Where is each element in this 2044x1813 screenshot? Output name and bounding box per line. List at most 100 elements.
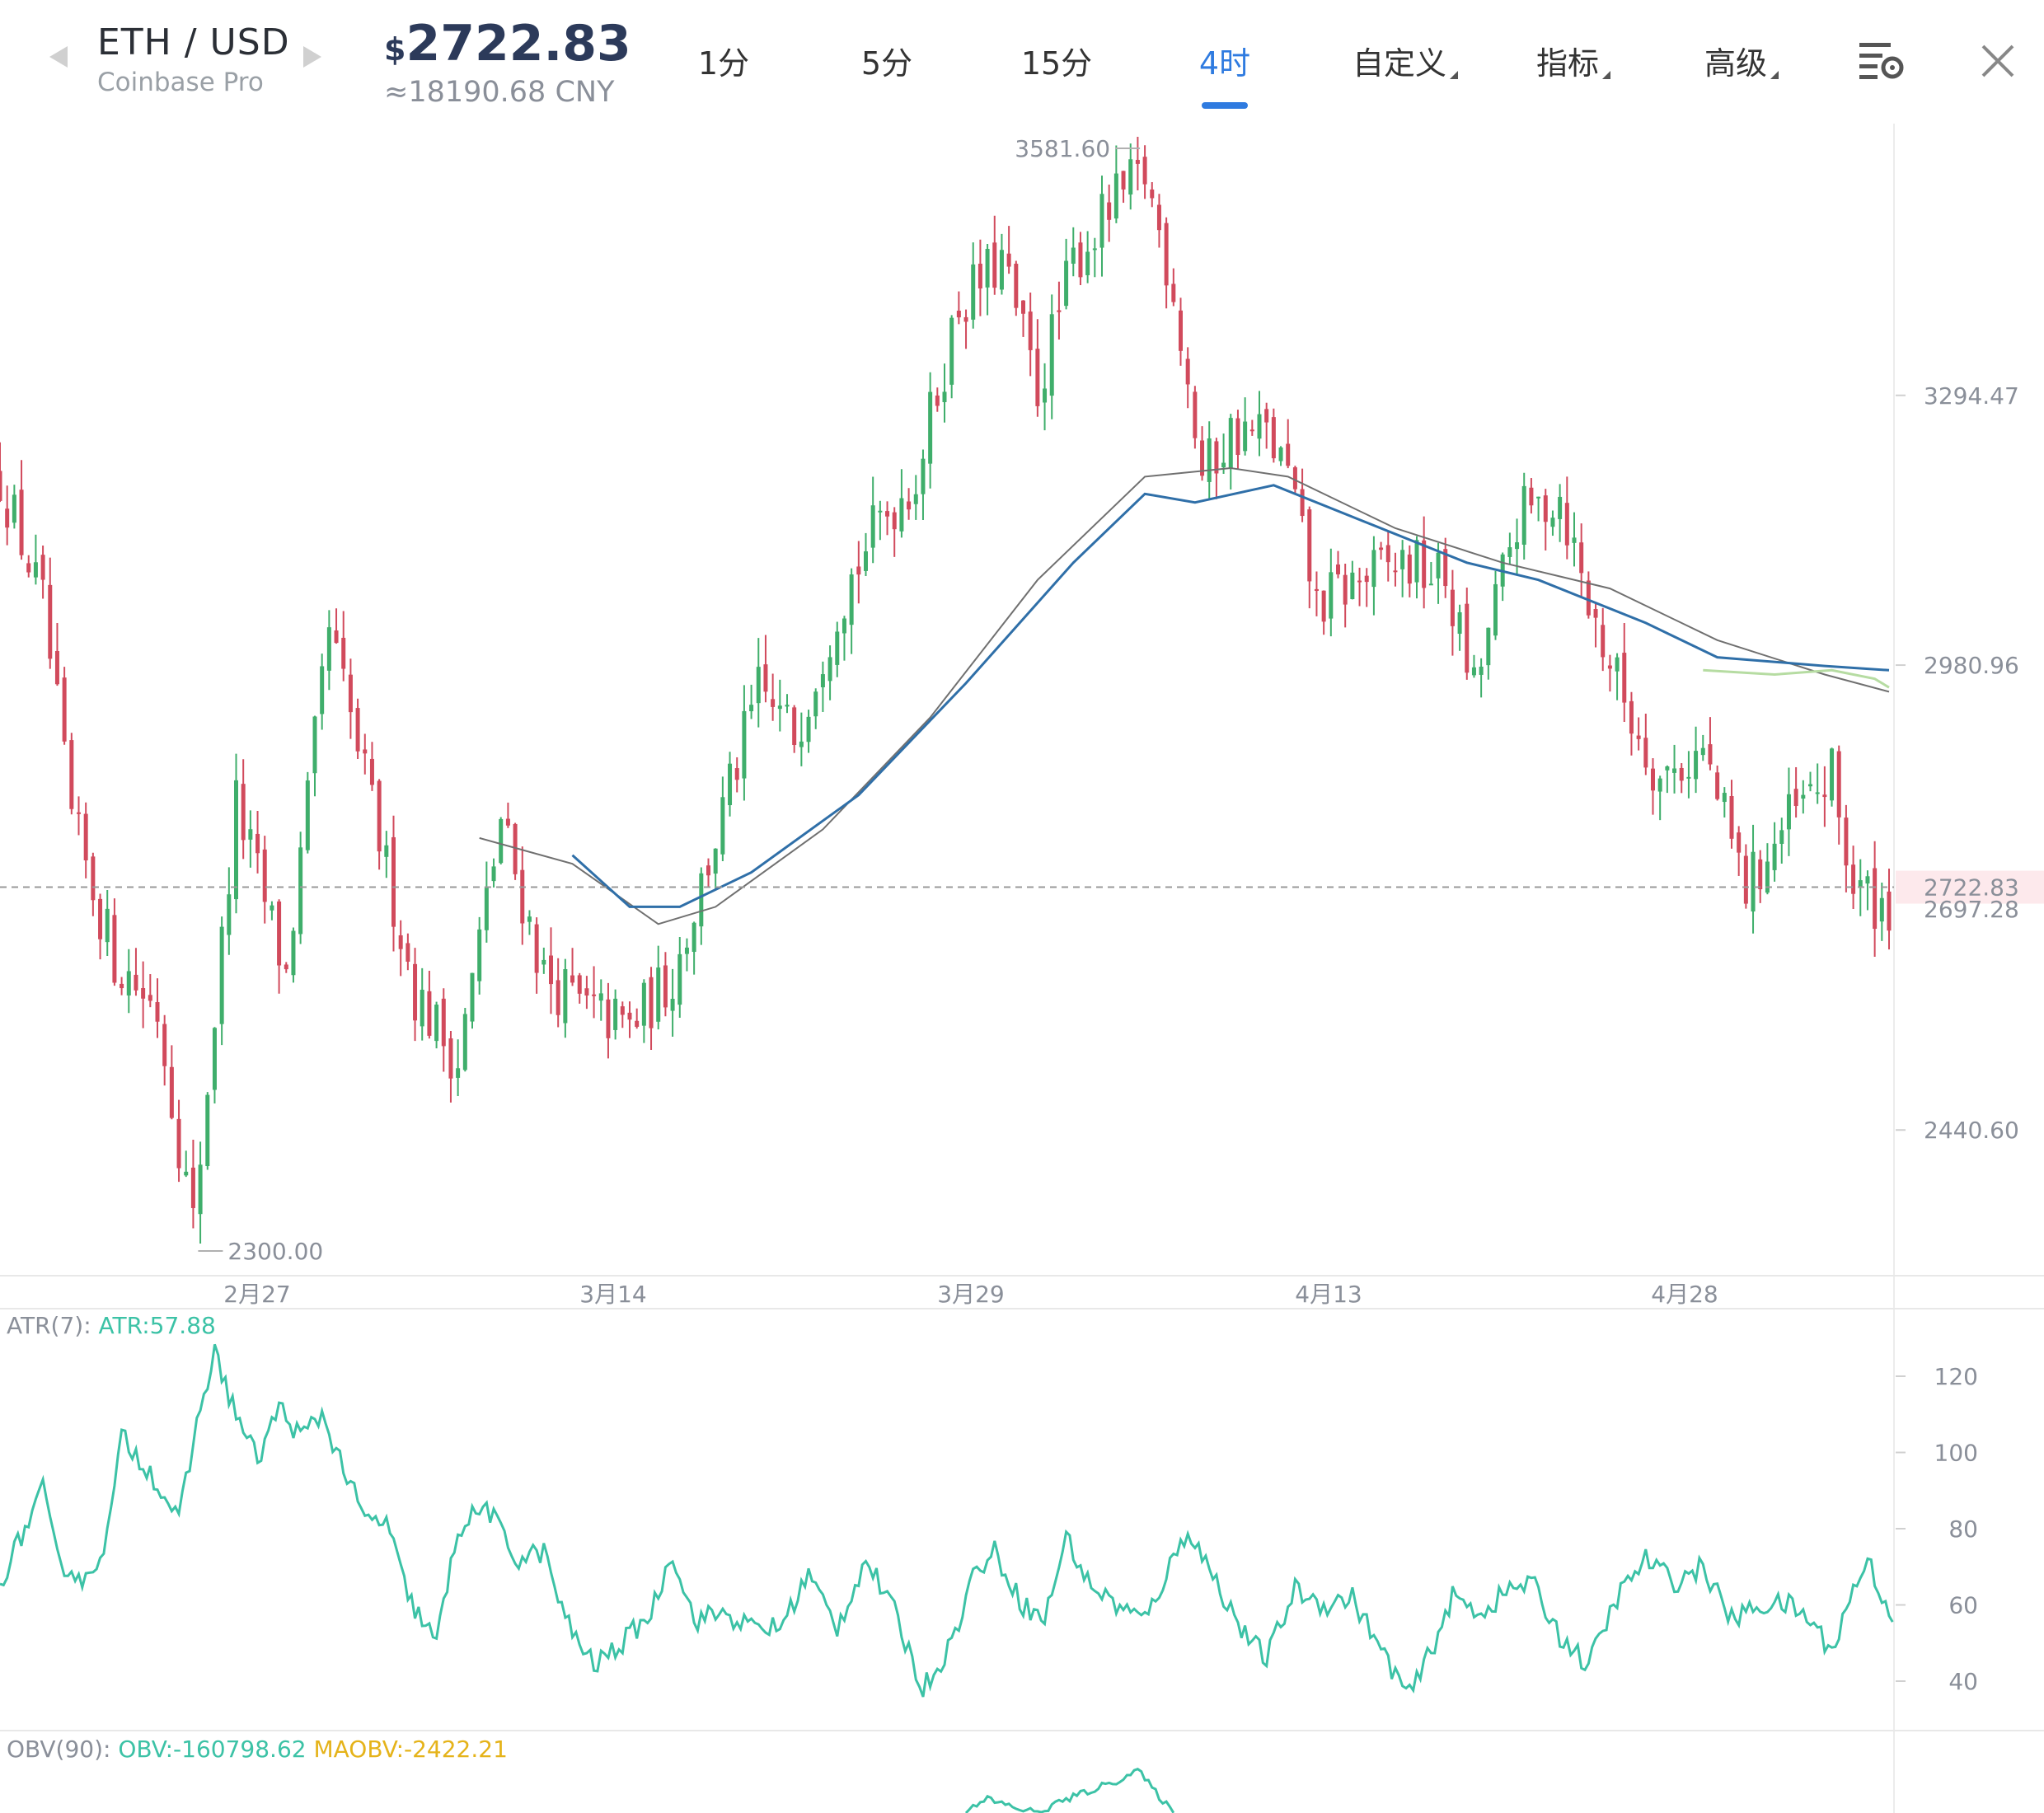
candle-body <box>248 829 253 840</box>
candle-body <box>1808 784 1812 787</box>
candle-body <box>98 898 103 939</box>
candle-body <box>971 264 976 320</box>
candle-body <box>1379 547 1384 550</box>
candle-body <box>813 691 818 717</box>
candle-body <box>592 994 597 996</box>
candle-body <box>720 797 725 855</box>
tab-label: 指标 <box>1535 45 1599 82</box>
candle-body <box>1292 467 1297 490</box>
candle-body <box>40 555 45 580</box>
candle-body <box>1708 744 1713 765</box>
currency-symbol: $ <box>384 31 406 68</box>
candle-body <box>570 975 575 983</box>
candle-body <box>742 710 747 779</box>
y-tick-label: 2440.60 <box>1924 1117 2019 1144</box>
candle-body <box>326 627 331 671</box>
candle-body <box>1193 391 1198 438</box>
candle-body <box>141 988 146 999</box>
candle-body <box>977 264 982 289</box>
candle-body <box>1786 794 1791 830</box>
candle-body <box>799 741 804 747</box>
candle-body <box>878 510 883 513</box>
chart-settings-icon[interactable] <box>1858 40 1906 84</box>
tab-advanced[interactable]: 高级 <box>1696 38 1787 83</box>
candle-body <box>1743 855 1748 904</box>
chevron-left-icon[interactable] <box>48 45 69 76</box>
tab-5min[interactable]: 5分 <box>854 38 920 83</box>
candle-body <box>749 705 754 712</box>
candle-body <box>1336 565 1340 574</box>
candle-body <box>1622 653 1627 703</box>
candle-body <box>1021 300 1025 314</box>
x-tick-label: 3月14 <box>579 1281 646 1308</box>
tab-label: 4时 <box>1198 45 1251 82</box>
candle-body <box>19 490 24 555</box>
candle-body <box>1142 157 1147 185</box>
candle-body <box>227 894 232 935</box>
candle-body <box>620 1006 625 1015</box>
candle-body <box>262 849 267 902</box>
candle-body <box>820 674 825 687</box>
candle-body <box>921 458 926 494</box>
candle-body <box>1558 496 1563 519</box>
candle-body <box>1836 751 1841 817</box>
close-icon[interactable] <box>1980 43 2016 82</box>
tab-label: 高级 <box>1704 45 1767 82</box>
x-tick-label: 4月28 <box>1651 1281 1718 1308</box>
candle-body <box>513 823 518 874</box>
candle-body <box>1815 792 1820 794</box>
candle-body <box>699 873 704 927</box>
candle-body <box>1085 251 1090 275</box>
candle-body <box>935 395 940 406</box>
candle-body <box>291 930 296 976</box>
chevron-right-icon[interactable] <box>302 45 323 76</box>
candle-body <box>1865 876 1870 884</box>
candle-body <box>1572 537 1577 543</box>
candle-body <box>1515 542 1520 550</box>
candle-body <box>1228 418 1233 468</box>
current-price-tag-bg <box>1896 870 2044 904</box>
pair-name[interactable]: ETH / USD <box>97 21 290 63</box>
candle-body <box>670 999 675 1011</box>
current-price-label: 2722.83 <box>1924 874 2019 902</box>
candle-body <box>1607 665 1612 669</box>
atr-tick-label: 40 <box>1948 1668 1978 1695</box>
top-toolbar: ETH / USD Coinbase Pro $2722.83 ≈18190.6… <box>0 0 2044 124</box>
candle-body <box>1071 247 1076 264</box>
candle-body <box>1243 421 1248 452</box>
candle-body <box>1371 550 1376 588</box>
tab-1min[interactable]: 1分 <box>691 38 757 83</box>
candle-body <box>1629 700 1634 734</box>
candle-body <box>1135 160 1140 164</box>
last-price: $2722.83 <box>384 15 631 73</box>
tab-custom[interactable]: 自定义 <box>1343 38 1467 83</box>
tab-4h[interactable]: 4时 <box>1192 38 1258 83</box>
candle-body <box>1121 171 1126 190</box>
candle-body <box>649 977 654 1028</box>
dropdown-corner-icon <box>1450 71 1458 79</box>
candle-body <box>728 763 733 805</box>
dropdown-corner-icon <box>1602 71 1610 79</box>
candle-body <box>1271 417 1276 459</box>
candle-body <box>1314 588 1319 592</box>
candle-body <box>1443 549 1448 587</box>
candle-body <box>1758 859 1763 890</box>
candle-body <box>184 1171 189 1176</box>
candle-body <box>734 768 739 780</box>
candle-body <box>1722 793 1727 803</box>
y-tick-label: 3294.47 <box>1924 382 2019 410</box>
candle-body <box>1200 440 1205 476</box>
candle-body <box>520 869 525 924</box>
candle-body <box>785 705 790 707</box>
tab-indicators[interactable]: 指标 <box>1528 38 1619 83</box>
candle-body <box>0 471 2 501</box>
candle-body <box>1407 554 1412 584</box>
tab-15min[interactable]: 15分 <box>1015 38 1098 83</box>
candle-body <box>864 551 868 571</box>
candle-body <box>1657 778 1662 792</box>
x-axis: 2月27 3月14 3月29 4月13 4月28 <box>223 1281 1718 1308</box>
candle-body <box>1643 738 1648 768</box>
candle-body <box>677 953 682 1005</box>
candle-body <box>305 780 310 850</box>
